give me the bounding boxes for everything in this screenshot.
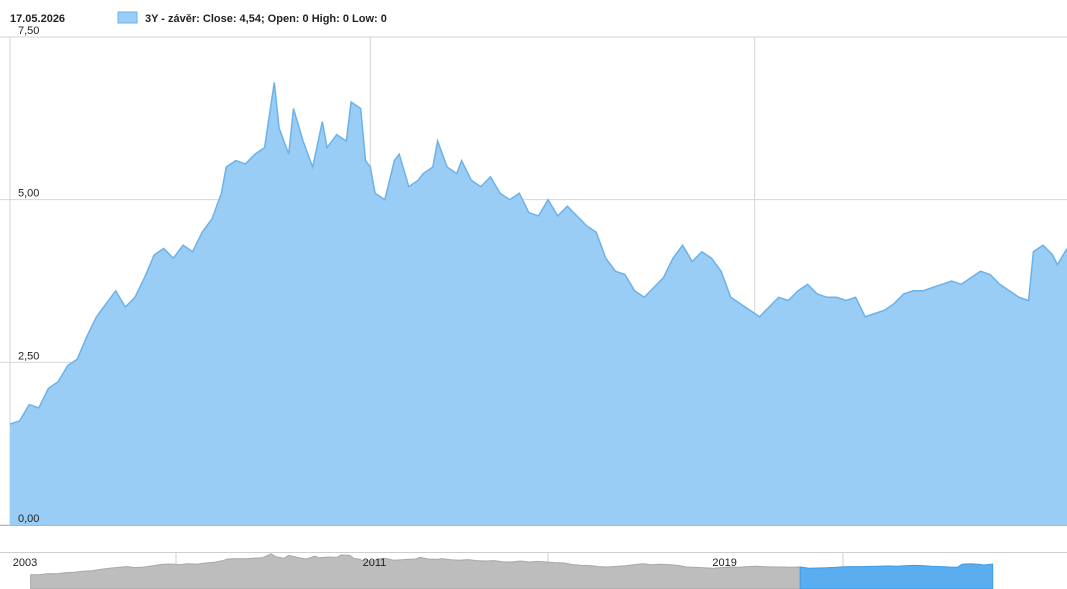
legend-label[interactable]: 3Y - závěr: Close: 4,54; Open: 0 High: 0… bbox=[145, 13, 387, 25]
series-area-fill[interactable] bbox=[10, 82, 1067, 526]
series-line[interactable] bbox=[9, 82, 1067, 425]
navigator-year-label: 2003 bbox=[13, 557, 37, 569]
navigator[interactable]: 2003 2011 2019 bbox=[0, 552, 1067, 589]
y-tick-label: 5,00 bbox=[18, 188, 39, 200]
navigator-series-active[interactable] bbox=[799, 563, 994, 589]
y-tick-label: 2,50 bbox=[18, 350, 39, 362]
y-tick-label: 7,50 bbox=[18, 25, 39, 37]
legend-swatch[interactable] bbox=[117, 11, 138, 24]
y-axis: 0,00 2,50 5,00 7,50 bbox=[18, 25, 39, 525]
navigator-series-inactive bbox=[30, 553, 801, 589]
series-area[interactable] bbox=[0, 82, 1067, 526]
y-tick-label: 0,00 bbox=[18, 513, 39, 525]
chart-date: 17.05.2026 bbox=[10, 13, 65, 25]
navigator-year-label: 2019 bbox=[712, 557, 736, 569]
navigator-year-label: 2011 bbox=[363, 557, 387, 569]
